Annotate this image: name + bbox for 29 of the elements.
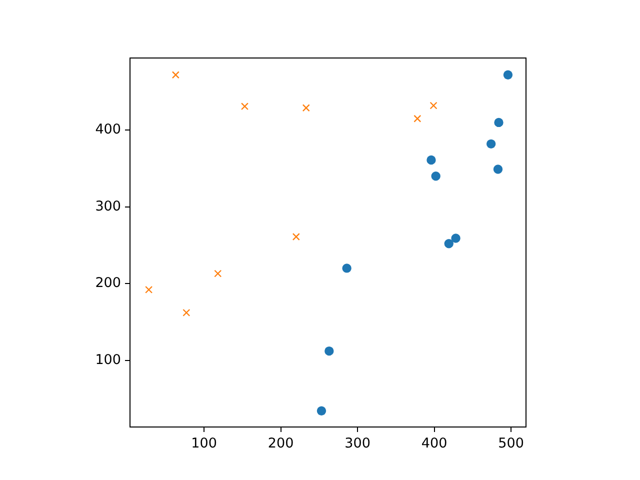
x-tick-label: 200: [268, 436, 294, 452]
x-tick-label: 500: [498, 436, 524, 452]
x-tick-label: 100: [191, 436, 217, 452]
point: [486, 139, 496, 149]
point: [182, 308, 190, 316]
point: [292, 232, 300, 241]
y-tick-label: 100: [95, 352, 121, 368]
point: [451, 234, 460, 243]
point: [316, 406, 326, 416]
point: [430, 102, 438, 110]
point: [240, 102, 249, 110]
y-tick-label: 200: [95, 275, 121, 292]
point: [172, 71, 180, 79]
point: [426, 155, 436, 165]
y-tick-label: 400: [95, 122, 121, 138]
point: [503, 70, 513, 80]
point: [324, 346, 334, 356]
point: [145, 286, 153, 294]
point: [494, 118, 504, 128]
point: [444, 239, 454, 248]
point: [342, 264, 352, 273]
point: [493, 164, 503, 174]
point: [414, 114, 422, 122]
x-tick-label: 400: [421, 436, 448, 452]
point: [431, 172, 440, 181]
y-tick-label: 300: [95, 198, 121, 214]
x-tick-label: 300: [344, 436, 370, 452]
point: [302, 104, 310, 112]
point: [214, 270, 222, 278]
